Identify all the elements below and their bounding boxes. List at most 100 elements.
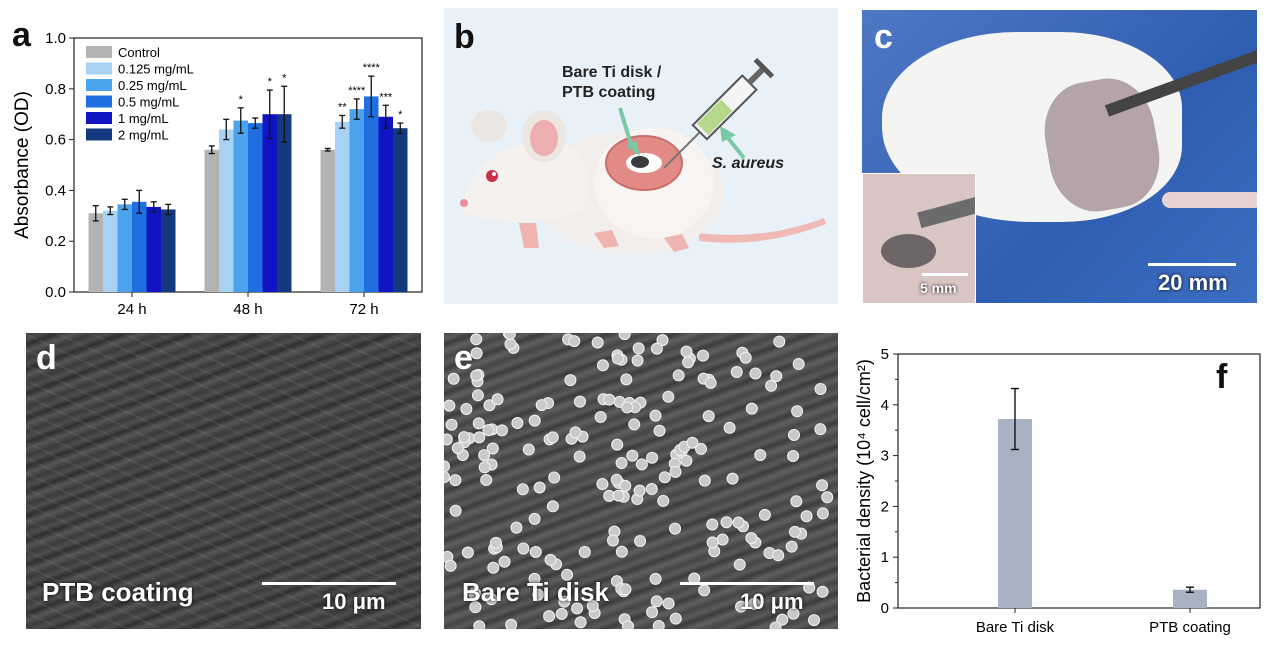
bacterium [635, 458, 648, 471]
bacterium [458, 431, 471, 444]
bacterium [489, 536, 502, 549]
y-tick-label-f: 4 [881, 397, 889, 414]
bacterium [808, 614, 821, 627]
bacterium [546, 500, 559, 513]
bacterium [586, 600, 599, 613]
bacterium [485, 593, 498, 606]
bacterium [444, 399, 456, 412]
bacterium [483, 399, 496, 412]
y-tick-label-a: 0.4 [45, 182, 66, 199]
bacterium [591, 336, 604, 349]
bacterium [568, 335, 581, 348]
bar-a [277, 114, 292, 292]
bacterium [569, 426, 582, 439]
bacterium [615, 457, 628, 470]
bacterium [528, 572, 541, 585]
bacterium [658, 471, 671, 484]
bacterium [730, 366, 743, 379]
bacterium [632, 342, 645, 355]
x-tick-label-f: Bare Ti disk [976, 619, 1055, 636]
bacterium [573, 450, 586, 463]
bacterium [706, 518, 719, 531]
y-axis-label-f: Bacterial density (10⁴ cell/cm²) [854, 359, 874, 603]
bacterium [702, 410, 715, 423]
bacterium [470, 333, 483, 346]
bacterium [618, 333, 631, 341]
panel-label-e: e [454, 339, 473, 377]
y-tick-label-f: 3 [881, 448, 889, 465]
bacterium [555, 607, 568, 620]
bacterium [682, 356, 695, 369]
bacterium [444, 559, 457, 572]
y-tick-label-a: 0.0 [45, 284, 66, 301]
bacterium [649, 572, 662, 585]
bacterium [626, 449, 639, 462]
panel-c: 5 mm 20 mm c [862, 10, 1257, 303]
bacterium [578, 546, 591, 559]
panel-f: 0 1 2 3 4 5 Bacterial density (10⁴ cell/cm²) Ba… [848, 310, 1268, 658]
main-scale-text: 20 mm [1158, 270, 1228, 295]
bacterium [516, 483, 529, 496]
bacterium [646, 606, 659, 619]
bar-a [103, 210, 118, 292]
bar-a [364, 96, 379, 292]
bacterium [745, 532, 758, 545]
bacterium [478, 461, 491, 474]
bacterium [522, 443, 535, 456]
bacterium [486, 442, 499, 455]
bacterium [698, 584, 711, 597]
bacterium [704, 376, 717, 389]
bacterium [706, 536, 719, 549]
plot-frame-f [897, 353, 1261, 609]
bar-f [998, 419, 1032, 608]
bacterium [697, 349, 710, 362]
main-scale-bar [1148, 263, 1236, 266]
bar-a [117, 204, 132, 292]
legend-label-a: 2 mg/mL [118, 128, 169, 143]
bacterium [596, 359, 609, 372]
bacterium [546, 431, 559, 444]
bacterium [461, 546, 474, 559]
bacteria-label: S. aureus [712, 155, 784, 172]
mouse-tail [699, 218, 826, 243]
bacterium [511, 416, 524, 429]
legend-swatch-a [86, 79, 112, 91]
bacterium [611, 352, 624, 365]
bacterium [814, 382, 827, 395]
bacterium [776, 613, 789, 626]
bacterium [468, 587, 481, 600]
bacterium [473, 620, 486, 629]
bacterium [473, 431, 486, 444]
bar-a [88, 213, 103, 292]
bacterium [745, 402, 758, 415]
bacterium [657, 494, 670, 507]
bacterium [603, 393, 616, 406]
bacterium [787, 428, 800, 441]
bacteria-arrow [726, 136, 746, 160]
bacterium [449, 504, 462, 517]
bacterium [733, 558, 746, 571]
bacterium [615, 545, 628, 558]
bacterium [606, 534, 619, 547]
bacterium [470, 347, 483, 360]
sem-texture [26, 333, 421, 629]
significance-mark-a: * [282, 72, 287, 84]
bacterium [662, 597, 675, 610]
bacterium [680, 345, 693, 358]
inset-scale-bar [922, 273, 968, 276]
bacterium [634, 535, 647, 548]
bacterium [649, 409, 662, 422]
bacterium [739, 351, 752, 364]
bacterium [792, 358, 805, 371]
bacterium [787, 607, 800, 620]
panel-label-c: c [874, 18, 893, 56]
significance-mark-a: * [398, 109, 403, 121]
bacterium [772, 549, 785, 562]
bacterium [732, 516, 745, 529]
sample-label-e: Bare Ti disk [462, 577, 609, 607]
bacterium [529, 546, 542, 559]
bacterium [471, 389, 484, 402]
legend-label-a: 0.25 mg/mL [118, 78, 187, 93]
bacterium [532, 588, 545, 601]
bacterium [528, 414, 541, 427]
